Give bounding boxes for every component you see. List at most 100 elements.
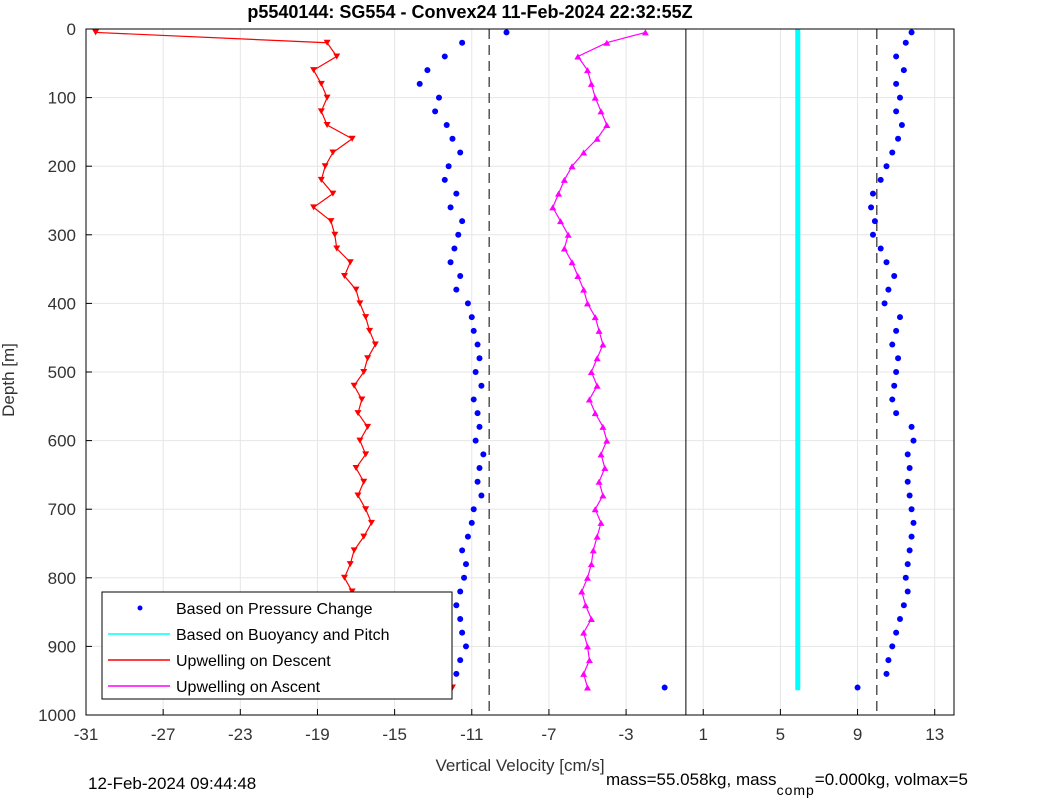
data-point [597, 451, 605, 458]
series-based-on-pressure-change [416, 29, 668, 691]
data-point [449, 135, 456, 142]
legend-box [101, 591, 453, 700]
y-tick-label: 100 [48, 89, 76, 108]
data-point [889, 643, 896, 650]
data-point [868, 204, 875, 211]
data-point [459, 218, 466, 225]
data-point [346, 259, 354, 266]
data-point [364, 423, 372, 430]
data-point [589, 547, 597, 554]
data-point [869, 231, 876, 238]
data-point [470, 506, 477, 513]
data-point [584, 684, 592, 691]
data-point [877, 245, 884, 252]
data-series [92, 29, 917, 691]
data-point [362, 451, 370, 458]
data-point [441, 176, 448, 183]
data-point [470, 396, 477, 403]
footer-mass-subscript: comp [776, 782, 815, 798]
data-point [603, 122, 611, 129]
data-point [893, 108, 900, 115]
data-point [327, 218, 335, 225]
data-point [883, 259, 890, 266]
data-point [424, 67, 431, 74]
data-point [453, 286, 460, 293]
data-point [595, 478, 603, 485]
series-ascent-pressure-velocity [854, 29, 917, 691]
data-point [472, 369, 479, 375]
legend-label: Upwelling on Ascent [176, 679, 321, 696]
data-point [597, 108, 605, 115]
data-point [457, 657, 464, 664]
data-point [350, 382, 358, 389]
data-point [585, 396, 593, 403]
data-point [329, 149, 337, 156]
data-point [447, 259, 454, 266]
x-tick-label: -19 [305, 725, 330, 744]
data-point [871, 218, 878, 225]
data-point [317, 176, 325, 183]
data-point [333, 53, 341, 60]
data-point [578, 588, 586, 595]
data-point [910, 437, 917, 444]
y-tick-label: 200 [48, 157, 76, 176]
legend-label: Based on Pressure Change [176, 601, 373, 618]
data-point [591, 410, 599, 417]
data-point [584, 643, 592, 650]
data-point [585, 657, 593, 664]
data-point [906, 547, 913, 554]
data-point [340, 272, 348, 279]
data-point [350, 547, 358, 554]
data-point [885, 286, 892, 293]
data-point [464, 300, 471, 307]
data-point [470, 327, 477, 334]
data-point [468, 314, 475, 321]
data-point [889, 149, 896, 156]
data-point [367, 519, 375, 526]
data-point [591, 94, 599, 101]
data-point [599, 423, 607, 430]
data-point [462, 561, 469, 568]
footer-date: 12-Feb-2024 09:44:48 [88, 774, 257, 793]
data-point [587, 369, 595, 375]
data-point [595, 327, 603, 334]
y-tick-label: 600 [48, 432, 76, 451]
data-point [457, 615, 464, 622]
data-point [346, 561, 354, 568]
data-point [459, 547, 466, 554]
footer-mass-text: mass=55.058kg, mass [606, 770, 777, 789]
data-point [896, 615, 903, 622]
data-point [591, 314, 599, 321]
data-point [323, 39, 331, 46]
data-point [310, 204, 318, 211]
data-point [895, 135, 902, 142]
y-tick-label: 1000 [38, 706, 76, 725]
data-point [661, 684, 668, 691]
data-point [593, 533, 601, 540]
data-point [416, 80, 423, 87]
x-tick-label: 5 [776, 725, 785, 744]
data-point [582, 602, 590, 609]
data-point [331, 231, 339, 238]
data-point [364, 355, 372, 362]
data-point [568, 163, 576, 170]
x-tick-label: 1 [699, 725, 708, 744]
data-point [464, 533, 471, 540]
data-point [584, 67, 592, 74]
data-point [476, 465, 483, 472]
data-point [877, 176, 884, 183]
data-point [480, 451, 487, 458]
footer-mass-tail: =0.000kg, volmax=5 [814, 770, 968, 789]
data-point [478, 382, 485, 389]
data-point [360, 369, 368, 375]
data-point [333, 245, 341, 252]
x-tick-label: 13 [925, 725, 944, 744]
y-axis-label: Depth [m] [0, 343, 18, 417]
y-tick-label: 500 [48, 363, 76, 382]
data-point [568, 259, 576, 266]
data-point [459, 39, 466, 46]
data-point [432, 108, 439, 115]
data-point [560, 245, 568, 252]
data-point [893, 629, 900, 636]
